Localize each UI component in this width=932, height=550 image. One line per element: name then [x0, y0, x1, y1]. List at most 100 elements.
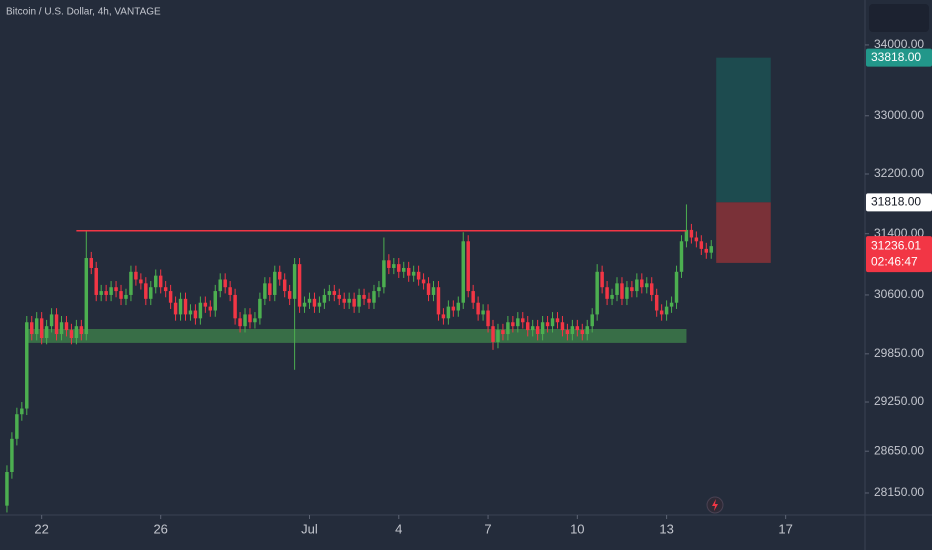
- candle-body: [426, 283, 431, 295]
- candle-body: [278, 271, 282, 280]
- candle-body: [10, 438, 14, 472]
- chart-title: Bitcoin / U.S. Dollar, 4h, VANTAGE: [6, 7, 161, 18]
- candle-body: [104, 291, 108, 295]
- candle-body: [327, 291, 332, 295]
- candle-body: [649, 283, 654, 295]
- candle-body: [684, 229, 689, 242]
- x-tick-label: 13: [659, 521, 673, 536]
- candle-body: [49, 314, 54, 327]
- candle-body: [610, 294, 614, 299]
- candle-body: [54, 314, 59, 335]
- candle-body: [109, 287, 113, 295]
- candle-body: [59, 322, 64, 335]
- last-price-box: [866, 236, 932, 273]
- candle-body: [620, 283, 624, 299]
- candle-body: [605, 287, 609, 299]
- candle-body: [411, 271, 416, 276]
- candle-body: [525, 322, 530, 331]
- candle-body: [521, 318, 525, 323]
- candle-body: [530, 326, 535, 331]
- candle-body: [253, 318, 257, 323]
- candle-body: [5, 471, 9, 506]
- candle-body: [615, 283, 619, 295]
- candle-body: [421, 279, 426, 284]
- candle-body: [654, 294, 659, 311]
- candle-body: [486, 310, 490, 327]
- candle-body: [600, 271, 604, 288]
- candle-body: [406, 267, 411, 276]
- candle-body: [694, 237, 699, 242]
- candle-body: [193, 310, 198, 319]
- y-tick-label: 34000.00: [874, 37, 924, 51]
- candle-body: [263, 283, 267, 299]
- candle-body: [595, 271, 599, 315]
- candle-body: [99, 291, 103, 295]
- candle-body: [79, 326, 84, 335]
- candle-body: [664, 306, 669, 315]
- candle-body: [312, 298, 317, 307]
- candle-body: [679, 241, 684, 272]
- price-label: 31818.00: [871, 195, 921, 209]
- candle-body: [580, 330, 585, 335]
- candle-body: [322, 294, 327, 303]
- candle-body: [34, 318, 39, 335]
- x-tick-label: Jul: [301, 521, 318, 536]
- candle-body: [39, 318, 44, 338]
- x-tick-label: 22: [34, 521, 48, 536]
- candle-body: [233, 294, 237, 319]
- candle-body: [630, 287, 634, 292]
- support-zone: [26, 329, 687, 343]
- candle-body: [625, 287, 629, 299]
- y-tick-label: 33000.00: [874, 108, 924, 122]
- candle-body: [461, 241, 465, 303]
- y-tick-label: 29250.00: [874, 394, 924, 408]
- candle-body: [134, 271, 138, 280]
- candle-body: [481, 310, 485, 315]
- candle-body: [441, 314, 446, 319]
- profit-zone: [716, 57, 771, 203]
- toolbar-button[interactable]: [869, 4, 929, 32]
- candle-body: [297, 264, 302, 307]
- candle-body: [362, 294, 366, 299]
- candle-body: [382, 260, 386, 288]
- candle-body: [709, 246, 713, 253]
- candle-body: [198, 302, 203, 319]
- candle-body: [119, 291, 123, 299]
- candle-body: [689, 229, 694, 238]
- candle-body: [501, 330, 505, 335]
- candle-body: [560, 322, 565, 331]
- candle-body: [446, 306, 451, 319]
- candle-body: [163, 287, 168, 292]
- candle-body: [84, 258, 89, 335]
- candle-body: [640, 279, 644, 288]
- candle-body: [188, 310, 193, 315]
- candle-body: [674, 271, 679, 303]
- lightning-icon: [712, 499, 718, 511]
- candle-body: [337, 294, 341, 299]
- candle-body: [392, 264, 396, 268]
- candle-body: [273, 271, 277, 295]
- candle-body: [550, 318, 555, 327]
- candle-body: [282, 279, 287, 292]
- x-tick-label: 7: [484, 521, 491, 536]
- candle-body: [401, 267, 406, 272]
- candle-body: [704, 248, 709, 253]
- candle-body: [69, 330, 74, 338]
- candle-body: [456, 302, 461, 311]
- candle-body: [158, 275, 163, 288]
- candle-body: [44, 326, 49, 338]
- candle-body: [516, 318, 520, 327]
- candle-body: [570, 326, 575, 335]
- candle-body: [466, 241, 470, 292]
- price-label-box: [866, 193, 932, 212]
- candle-body: [178, 298, 183, 315]
- candle-body: [208, 306, 213, 311]
- candle-body: [699, 241, 704, 249]
- candle-body: [183, 298, 188, 315]
- candle-body: [30, 322, 34, 335]
- candle-body: [555, 318, 560, 323]
- candle-body: [659, 310, 664, 315]
- candle-body: [590, 314, 594, 327]
- candle-body: [585, 326, 589, 335]
- candle-body: [645, 283, 649, 288]
